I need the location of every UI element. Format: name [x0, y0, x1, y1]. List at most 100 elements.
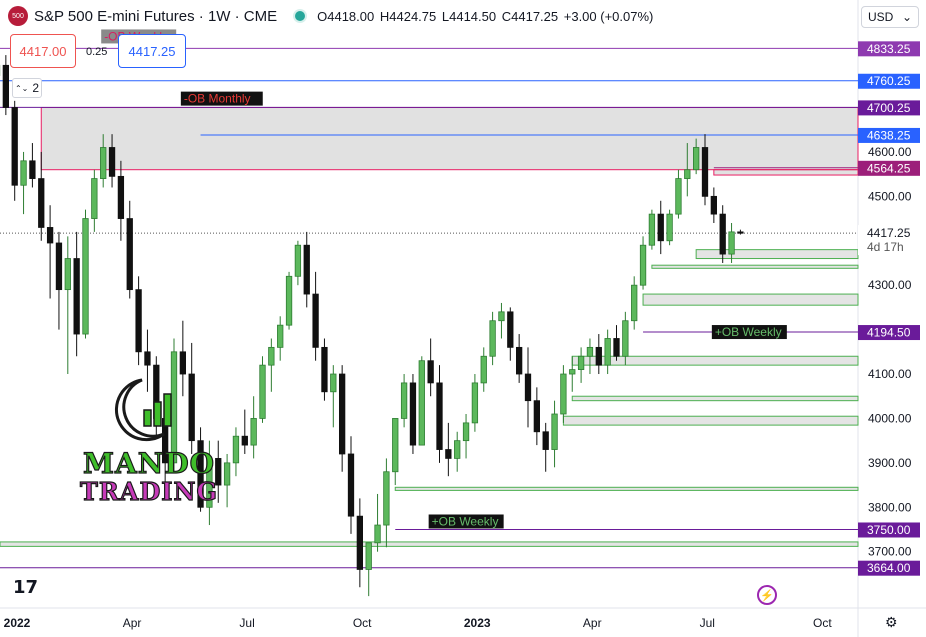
- level-badge-label: 3664.00: [867, 561, 911, 575]
- ob-zone-bull: [394, 486, 859, 491]
- candle-body: [622, 320, 629, 357]
- level-badge-label: 4564.25: [867, 161, 911, 175]
- candle-body: [223, 462, 231, 486]
- low-value: L4414.50: [441, 8, 497, 24]
- candle-body: [701, 147, 709, 197]
- candle-body: [436, 382, 443, 450]
- price-tick-label: 3700.00: [868, 545, 912, 559]
- level-badge-label: 4760.25: [867, 74, 911, 88]
- candle-body: [241, 435, 248, 446]
- buy-button[interactable]: 4417.25: [118, 34, 186, 68]
- annotation-label: +OB Weekly: [432, 514, 499, 528]
- candle-body: [82, 218, 89, 335]
- ob-zone-bear: [40, 107, 859, 171]
- candle-body: [91, 178, 98, 219]
- candle-body: [551, 413, 558, 450]
- symbol-title[interactable]: S&P 500 E-mini Futures · 1W · CME: [34, 7, 278, 25]
- tradingview-logo[interactable]: 17: [13, 577, 39, 598]
- level-badge: [858, 522, 920, 538]
- time-tick-label: Jul: [700, 616, 715, 630]
- market-status-icon: [295, 11, 306, 21]
- candle-body: [383, 471, 390, 526]
- ob-zone-bull: [571, 395, 859, 402]
- candle-body: [737, 231, 744, 234]
- candle-body: [20, 160, 27, 186]
- candle-body: [542, 431, 549, 450]
- time-tick-label: Apr: [583, 616, 602, 630]
- candle-body: [400, 382, 408, 419]
- annotation-bg: [711, 325, 787, 340]
- level-badge: [858, 160, 920, 176]
- ob-zone-bull: [0, 541, 859, 547]
- price-tick-label: 4300.00: [868, 278, 912, 292]
- candle-body: [197, 440, 204, 508]
- candle-body: [498, 311, 505, 322]
- candle-body: [100, 147, 107, 179]
- candle-body: [560, 373, 567, 415]
- candle-body: [471, 382, 479, 424]
- sell-button[interactable]: 4417.00: [10, 34, 76, 68]
- spread-value: 0.25: [86, 46, 108, 58]
- current-price-badge: [858, 225, 920, 256]
- symbol-badge[interactable]: 500: [8, 6, 28, 26]
- lightning-icon[interactable]: ⚡: [757, 585, 777, 605]
- candle-body: [303, 244, 310, 295]
- candle-body: [73, 258, 80, 335]
- candle-body: [179, 351, 187, 375]
- change-value: +3.00 (+0.07%): [563, 8, 654, 24]
- currency-select[interactable]: USD ⌄: [861, 6, 919, 28]
- annotation-label: +OB Weekly: [715, 325, 782, 339]
- open-value: O4418.00: [317, 8, 375, 24]
- candle-body: [259, 364, 266, 419]
- candle-body: [489, 320, 496, 357]
- ob-zone-bear: [713, 169, 859, 176]
- candle-body: [108, 147, 116, 177]
- candle-body: [613, 338, 620, 357]
- lots-value: 2: [32, 81, 40, 95]
- candle-body: [427, 360, 434, 384]
- level-badge: [858, 325, 920, 341]
- candle-body: [330, 373, 337, 393]
- lots-stepper[interactable]: ⌃⌄ 2: [12, 78, 42, 98]
- candle-body: [569, 369, 576, 375]
- candle-body: [604, 338, 611, 366]
- candle-body: [356, 515, 364, 570]
- chevron-down-icon: ⌄: [901, 10, 912, 24]
- level-badge: [858, 127, 920, 143]
- countdown-label: 4d 17h: [867, 240, 904, 254]
- stepper-arrows-icon: ⌃⌄: [14, 83, 29, 93]
- candle-body: [2, 64, 9, 108]
- price-tick-label: 4600.00: [868, 145, 912, 159]
- candle-body: [418, 360, 425, 446]
- time-tick-label: 2022: [4, 616, 31, 630]
- candle-body: [507, 311, 514, 348]
- level-badge: [858, 73, 920, 89]
- time-tick-label: Oct: [353, 616, 372, 630]
- plot-background: [0, 0, 858, 637]
- close-value: C4417.25: [501, 8, 559, 24]
- gear-icon[interactable]: ⚙: [885, 614, 898, 630]
- time-tick-label: 2023: [464, 616, 491, 630]
- ob-zone-bull: [562, 415, 859, 426]
- time-tick-label: Jul: [239, 616, 254, 630]
- candle-body: [338, 373, 346, 455]
- high-value: H4424.75: [379, 8, 437, 24]
- annotation-bg: [180, 91, 263, 106]
- time-tick-label: Oct: [813, 616, 832, 630]
- candle-body: [11, 107, 18, 186]
- candle-body: [321, 346, 328, 393]
- annotation-bg: [428, 514, 504, 529]
- candle-body: [524, 373, 532, 402]
- candle-body: [215, 458, 222, 486]
- candle-body: [117, 175, 125, 219]
- candle-body: [374, 524, 381, 544]
- buy-price: 4417.25: [128, 43, 176, 59]
- candle-body: [46, 227, 54, 244]
- candle-body: [365, 542, 372, 570]
- price-tick-label: 3900.00: [868, 456, 912, 470]
- price-tick-label: 4000.00: [868, 411, 912, 425]
- candle-body: [595, 346, 602, 366]
- ob-zone-bull: [642, 293, 859, 306]
